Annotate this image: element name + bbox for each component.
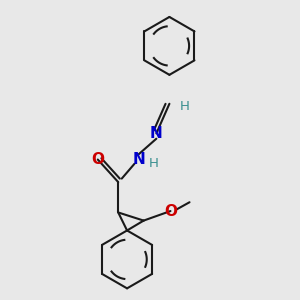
Text: H: H xyxy=(179,100,189,113)
Text: methoxy: methoxy xyxy=(195,196,238,206)
Text: O: O xyxy=(164,204,177,219)
Text: methoxy: methoxy xyxy=(103,206,148,215)
Text: methoxy: methoxy xyxy=(191,200,234,210)
Text: H: H xyxy=(148,157,158,170)
Text: O: O xyxy=(91,152,104,167)
Text: N: N xyxy=(150,126,162,141)
Text: N: N xyxy=(132,152,145,167)
